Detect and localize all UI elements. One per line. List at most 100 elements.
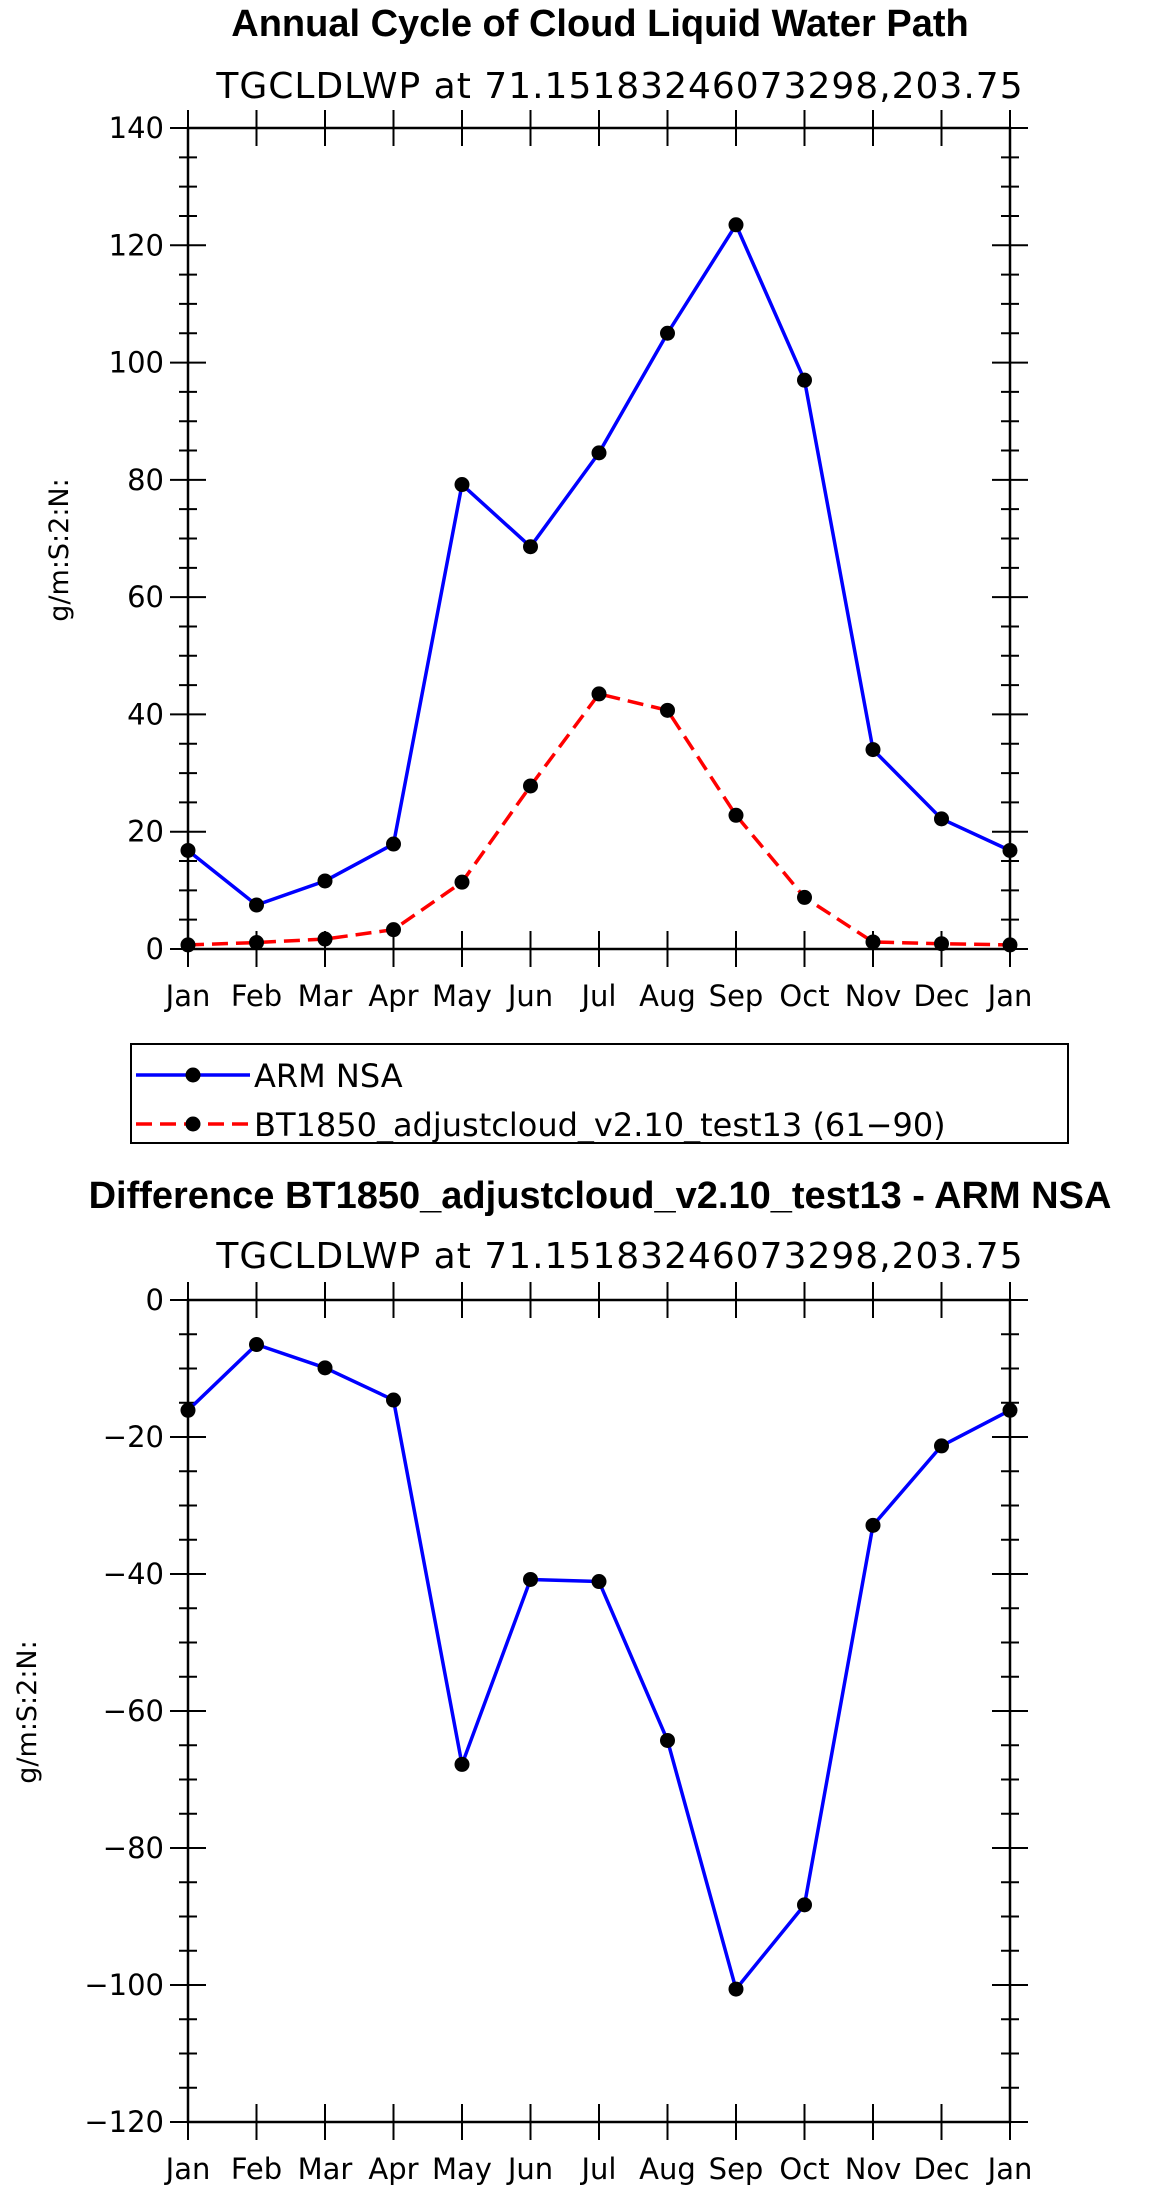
chart1-x-tick-label: Aug [639,979,696,1013]
chart1-x-tick-label: Jul [580,979,617,1013]
chart1-series-0-point [249,897,264,913]
chart-difference: Difference BT1850_adjustcloud_v2.10_test… [12,1175,1111,2186]
chart1-x-tick-label: Jan [164,979,211,1013]
chart2-plot-frame [186,1298,1012,2124]
chart1-series-1-point [249,935,264,951]
chart1-x-tick-label: Dec [913,979,969,1013]
chart1-series-1-point [865,934,881,950]
chart1-y-tick-label: 40 [127,697,164,731]
chart2-series-0-point [797,1897,812,1913]
chart2-series-0-point [180,1402,196,1418]
chart1-x-tick-label: May [432,979,492,1013]
chart1-series-0-point [454,477,470,493]
chart2-x-tick-label: Sep [709,2152,764,2186]
chart1-subtitle: TGCLDLWP at 71.15183246073298,203.75 [215,66,1023,107]
chart1-series-0-point [386,836,401,852]
chart2-series-0-point [386,1392,401,1408]
chart1-series-layer [180,217,1018,953]
chart1-title: Annual Cycle of Cloud Liquid Water Path [231,3,969,45]
chart2-y-tick-label: −60 [103,1694,164,1728]
chart1-series-0-point [523,539,538,555]
chart1-x-tick-label: Feb [231,979,282,1013]
chart1-series-0-point [797,372,812,388]
chart1-x-tick-label: Apr [368,979,418,1013]
chart1-y-tick-label: 0 [146,932,164,966]
chart1-series-1-point [180,937,196,953]
chart1-x-tick-label: Mar [298,979,353,1013]
legend-marker-arm-nsa [185,1067,201,1083]
chart2-y-tick-label: 0 [146,1283,164,1317]
chart2-series-0-point [660,1732,675,1748]
chart1-x-tick-label: Oct [779,979,829,1013]
chart1-series-line-0 [186,223,1011,907]
chart2-series-0-point [317,1360,333,1376]
chart2-y-tick-label: −120 [84,2105,164,2139]
chart1-series-0-point [660,325,675,341]
chart1-series-1-point [454,874,470,890]
chart2-series-0-point [454,1756,470,1772]
chart1-series-1-point [591,686,607,702]
chart2-y-tick-label: −100 [84,1968,164,2002]
chart1-series-line-1 [187,692,1011,947]
chart2-series-0-point [865,1517,881,1533]
chart1-series-1-point [523,778,538,794]
chart1-series-0-point [180,842,196,858]
chart2-series-0-point [934,1438,949,1454]
chart2-x-tick-label: Dec [913,2152,969,2186]
chart2-x-tick-label: Apr [368,2152,418,2186]
chart1-series-0-point [591,445,607,461]
chart-annual-cycle: Annual Cycle of Cloud Liquid Water Path … [44,3,1032,1013]
chart2-x-tick-label: Jan [164,2152,211,2186]
chart1-y-tick-label: 120 [109,228,164,262]
chart2-series-0-point [1002,1402,1018,1418]
chart1-x-tick-label: Jun [506,979,553,1013]
chart2-x-tick-label: Jan [986,2152,1033,2186]
chart2-y-tick-label: −20 [103,1420,164,1454]
legend-label-bt1850: BT1850_adjustcloud_v2.10_test13 (61−90) [254,1106,946,1144]
chart1-series-0-point [1002,842,1018,858]
chart2-series-0-point [728,1981,744,1997]
chart2-y-axis-label: g/m:S:2:N: [12,1640,43,1783]
chart1-axes: 0 20 40 60 80 100 120 140 Jan Feb Mar Apr May Jun Jul A… [109,110,1033,1013]
chart2-x-tick-label: Mar [298,2152,353,2186]
chart1-series-1-point [1002,937,1018,953]
chart1-series-1-point [797,889,812,905]
chart2-x-tick-label: Jul [580,2152,617,2186]
chart1-series-0-point [865,742,881,758]
chart1-legend: ARM NSA BT1850_adjustcloud_v2.10_test13 … [130,1043,1069,1144]
chart2-subtitle: TGCLDLWP at 71.15183246073298,203.75 [215,1236,1023,1277]
chart2-title: Difference BT1850_adjustcloud_v2.10_test… [89,1175,1112,1217]
chart1-series-1-point [934,936,949,952]
chart1-y-tick-label: 140 [109,111,164,145]
chart2-y-tick-label: −80 [103,1831,164,1865]
chart1-x-tick-label: Nov [845,979,902,1013]
chart1-y-tick-label: 20 [127,815,164,849]
legend-label-arm-nsa: ARM NSA [254,1057,403,1095]
chart2-x-tick-label: May [432,2152,492,2186]
chart2-series-layer [180,1337,1018,1997]
chart2-x-tick-label: Nov [845,2152,902,2186]
chart1-x-tick-label: Jan [986,979,1033,1013]
chart1-series-1-point [386,922,401,938]
chart1-plot-frame [186,126,1012,951]
chart2-series-0-point [249,1337,264,1353]
chart2-series-0-point [591,1574,607,1590]
chart1-series-1-point [660,702,675,718]
chart1-series-0-point [728,217,744,233]
chart1-y-tick-label: 100 [109,346,164,380]
legend-box [130,1043,1069,1144]
chart1-y-axis-label: g/m:S:2:N: [44,478,75,621]
chart2-x-tick-label: Jun [506,2152,553,2186]
chart2-x-tick-label: Aug [639,2152,696,2186]
chart1-series-1-point [317,931,333,947]
chart2-x-tick-label: Oct [779,2152,829,2186]
chart1-x-tick-label: Sep [709,979,764,1013]
chart1-series-0-point [934,811,949,827]
chart2-series-line-0 [186,1342,1011,1991]
chart1-y-tick-label: 80 [127,463,164,497]
legend-marker-bt1850 [185,1116,201,1132]
chart1-y-tick-label: 60 [127,580,164,614]
chart1-series-0-point [317,873,333,889]
chart2-x-tick-label: Feb [231,2152,282,2186]
